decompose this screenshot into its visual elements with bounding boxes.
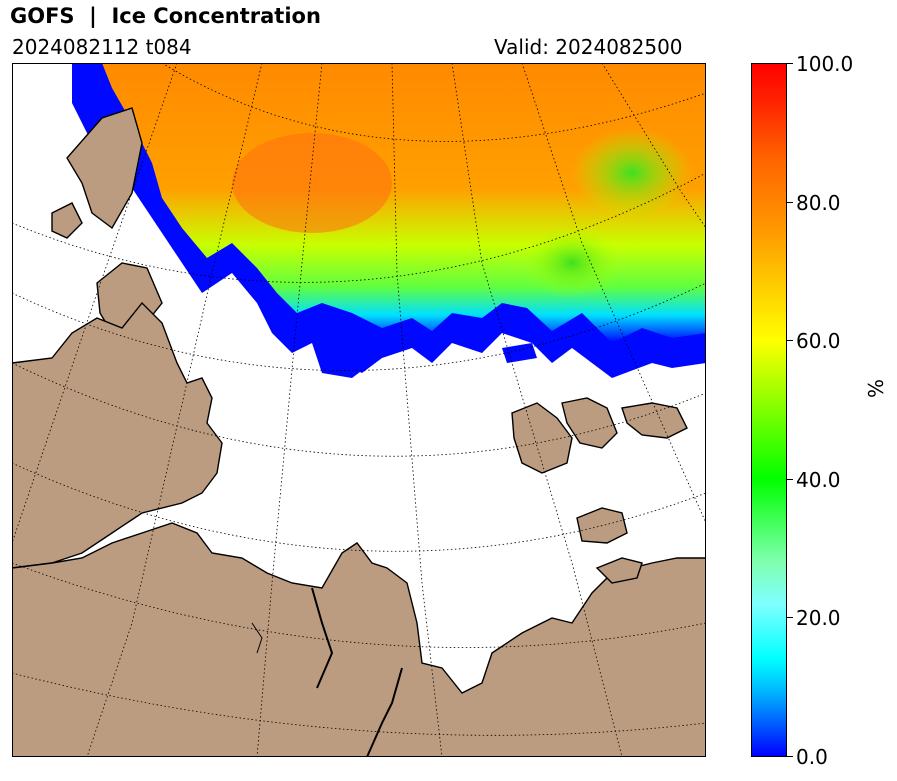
colorbar-tick-label: 60.0 <box>796 329 841 353</box>
run-label: 2024082112 t084 <box>12 35 192 59</box>
land-mainland-west <box>12 301 223 569</box>
land-new-siberian-islands-c <box>621 402 688 439</box>
river <box>366 667 403 757</box>
colorbar-tick <box>787 202 793 203</box>
river <box>311 587 334 689</box>
green-patch <box>572 128 692 218</box>
coastline-detail <box>251 622 263 654</box>
meridian <box>451 63 623 757</box>
colorbar-tick-label: 100.0 <box>796 52 854 76</box>
colorbar-tick <box>787 479 793 480</box>
meridian <box>391 63 443 757</box>
parallel <box>12 362 706 457</box>
parallel <box>12 172 706 283</box>
red-patch <box>232 133 392 233</box>
colorbar <box>751 63 787 757</box>
land-new-siberian-islands-b <box>561 397 618 449</box>
parallel <box>12 562 706 648</box>
colorbar-unit-label: % <box>864 378 888 398</box>
colorbar-tick <box>787 340 793 341</box>
colorbar-tick-label: 0.0 <box>796 745 828 769</box>
valid-label: Valid: 2024082500 <box>494 35 683 59</box>
land-archipelago-nw <box>66 107 143 230</box>
ice-concentration-map <box>12 63 706 757</box>
colorbar-tick-label: 20.0 <box>796 606 841 630</box>
parallel <box>12 282 706 371</box>
ice-floe <box>312 333 372 378</box>
colorbar-tick <box>787 617 793 618</box>
colorbar-tick-label: 80.0 <box>796 191 841 215</box>
map-title: GOFS | Ice Concentration <box>10 4 321 28</box>
colorbar-tick <box>787 63 793 64</box>
land-new-siberian-islands-a <box>511 402 573 474</box>
green-patch <box>522 228 622 298</box>
meridian <box>601 63 706 229</box>
land-island-small <box>51 202 83 239</box>
meridian <box>256 63 323 757</box>
colorbar-tick-label: 40.0 <box>796 468 841 492</box>
meridian <box>12 63 178 544</box>
parallel <box>161 63 706 142</box>
land-island-east-small <box>595 557 643 584</box>
map-frame <box>12 63 706 757</box>
colorbar-tick <box>787 756 793 757</box>
